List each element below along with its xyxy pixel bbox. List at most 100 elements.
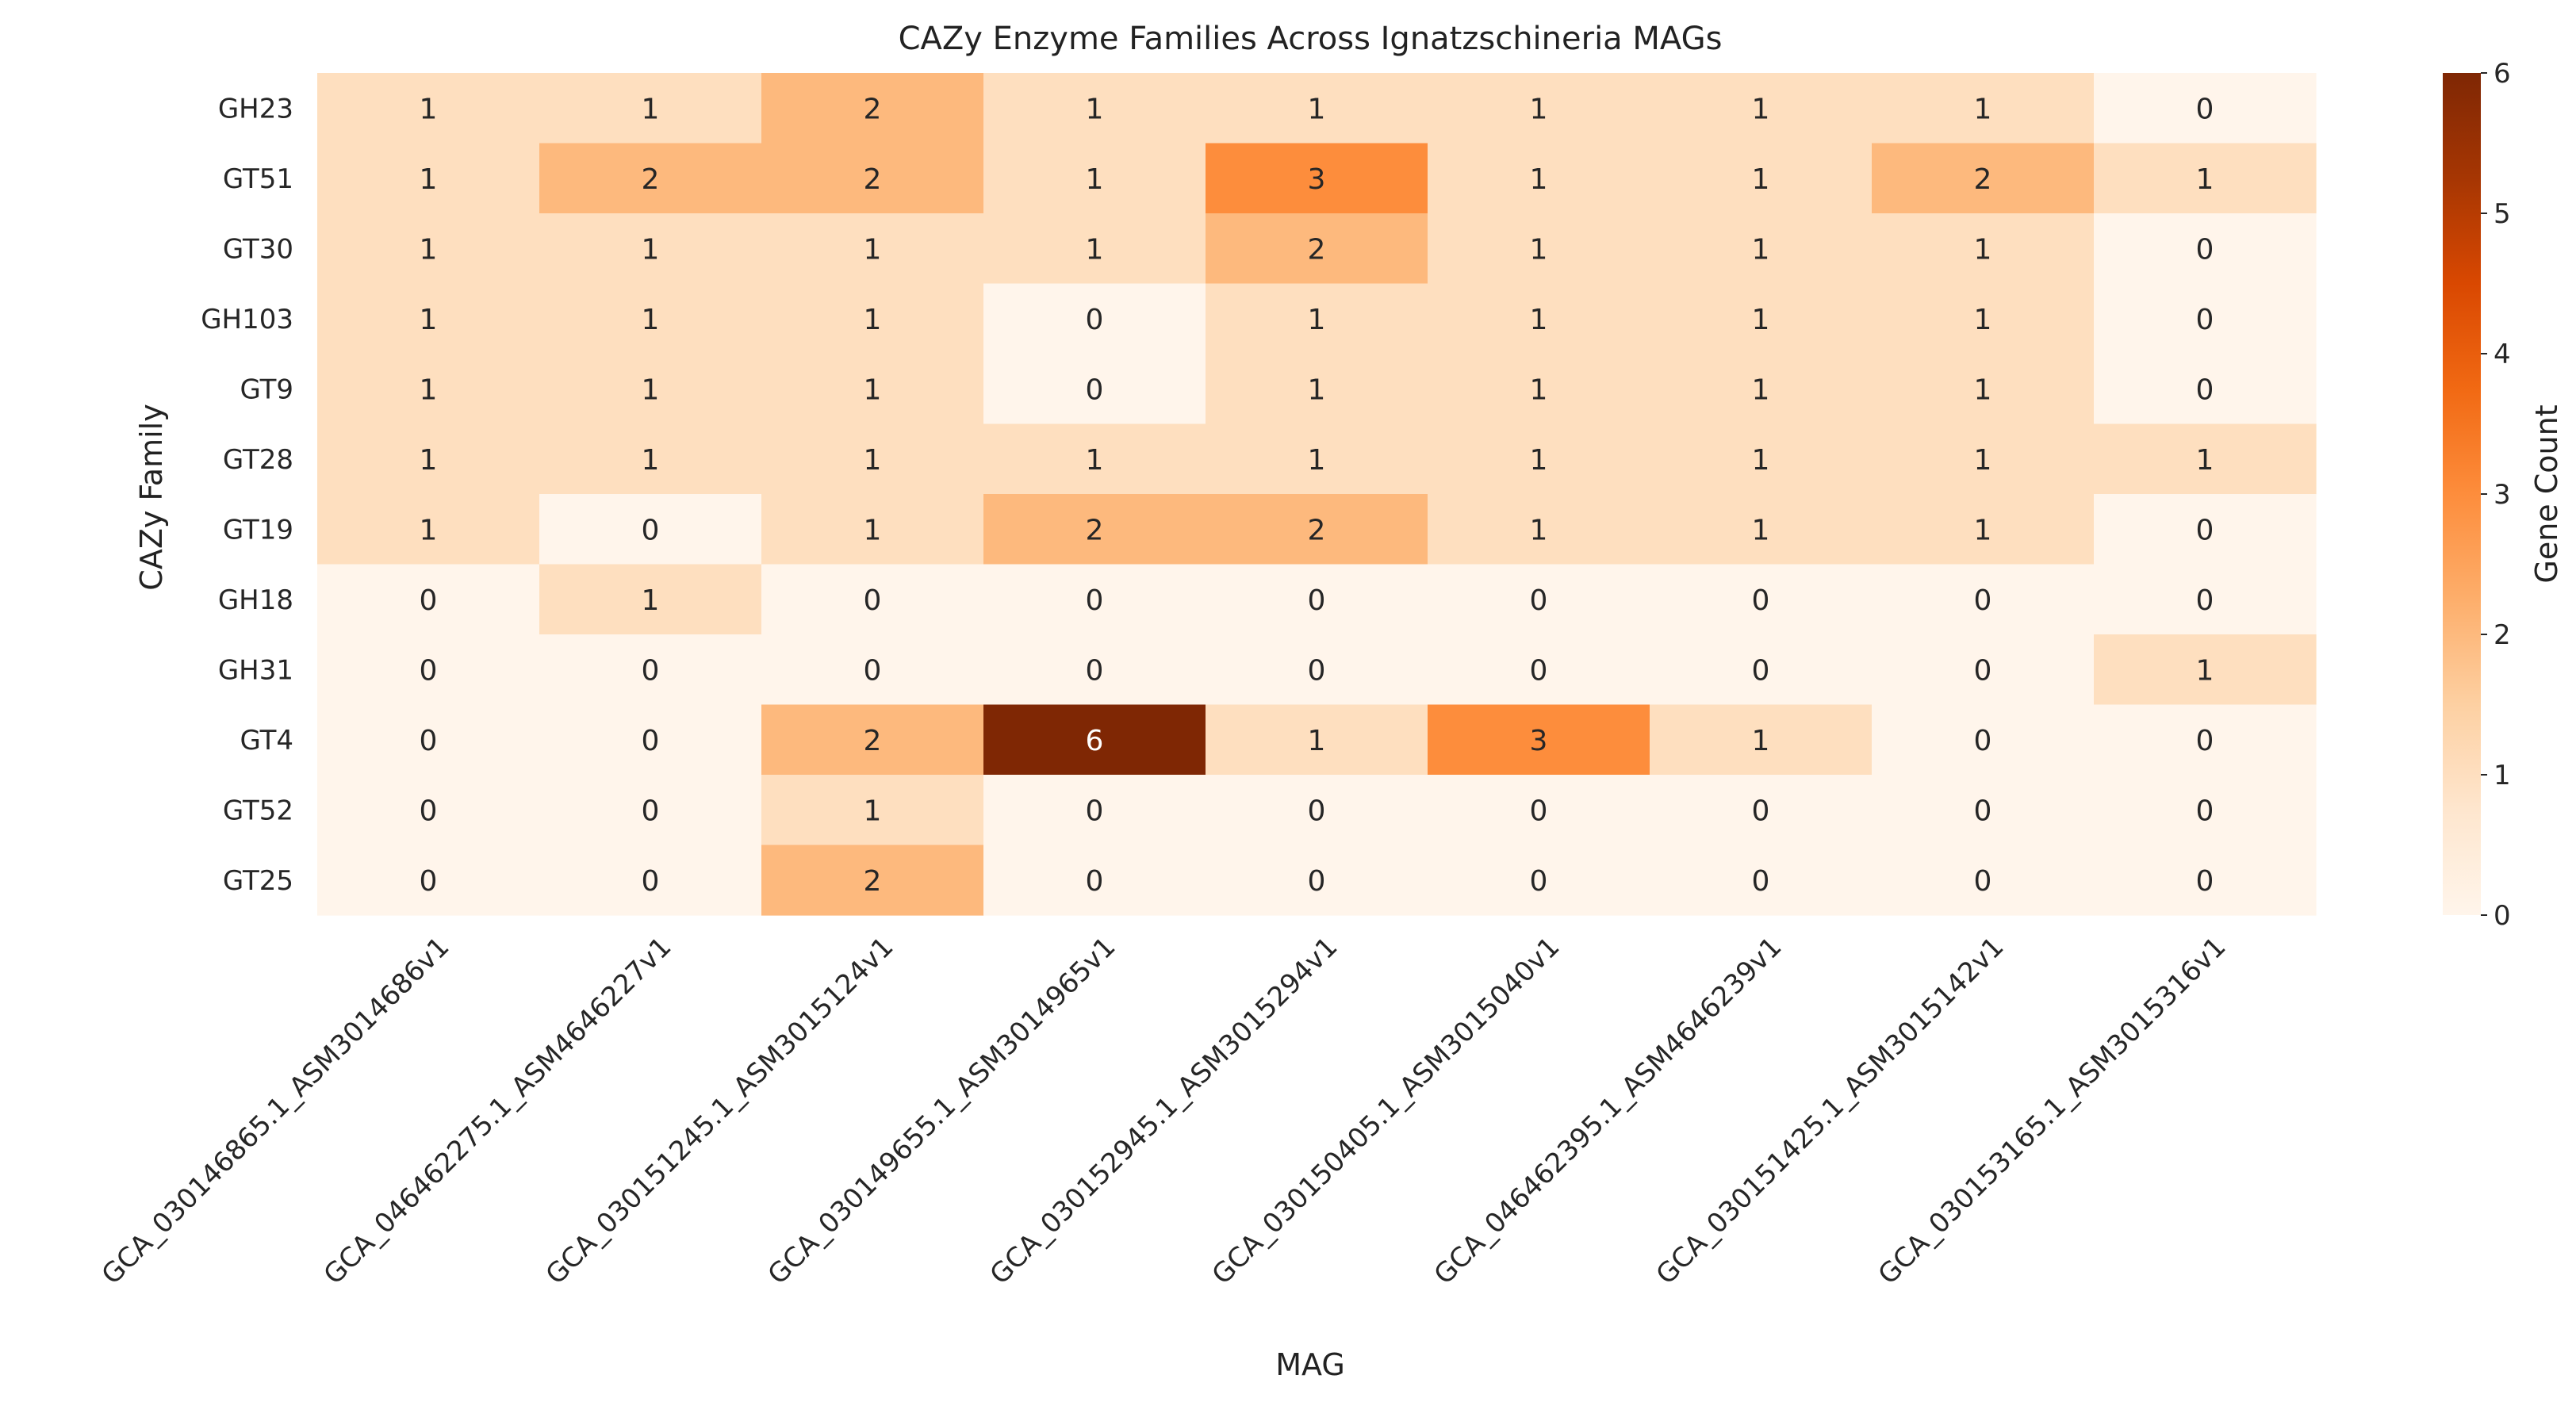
cell-value-label: 1 — [1974, 233, 1992, 266]
cell-value-label: 0 — [2196, 233, 2214, 266]
cell-value-label: 3 — [1308, 163, 1326, 196]
heatmap-cell — [1650, 423, 1873, 495]
cell-value-label: 0 — [1530, 584, 1548, 617]
heatmap-cell — [1206, 704, 1428, 776]
y-tick-label: GT9 — [240, 373, 293, 405]
heatmap-cell — [539, 143, 762, 214]
heatmap-cell — [539, 73, 762, 144]
cell-value-label: 0 — [2196, 93, 2214, 125]
heatmap-cell — [1206, 143, 1428, 214]
cell-value-label: 0 — [864, 584, 882, 617]
cell-value-label: 1 — [1530, 444, 1548, 477]
heatmap-cell — [1428, 73, 1650, 144]
cell-value-label: 1 — [1308, 444, 1326, 477]
heatmap-cell — [2094, 143, 2317, 214]
cell-value-label: 0 — [2196, 373, 2214, 406]
cell-value-label: 1 — [1530, 163, 1548, 196]
cell-value-label: 1 — [420, 514, 438, 546]
cell-value-label: 0 — [1086, 795, 1104, 827]
cell-value-label: 1 — [1974, 373, 1992, 406]
heatmap-cell — [539, 845, 762, 916]
y-tick-label: GT4 — [240, 725, 293, 757]
heatmap-cell — [1428, 143, 1650, 214]
heatmap-cell — [1428, 354, 1650, 425]
cell-value-label: 1 — [1530, 304, 1548, 336]
heatmap-cell — [983, 775, 1206, 846]
cell-value-label: 1 — [1530, 373, 1548, 406]
colorbar — [2443, 73, 2481, 915]
heatmap-cell — [1650, 73, 1873, 144]
cell-value-label: 1 — [1752, 373, 1770, 406]
cell-value-label: 0 — [420, 654, 438, 687]
cell-value-label: 2 — [864, 865, 882, 898]
heatmap-cell — [983, 704, 1206, 776]
cell-value-label: 2 — [1308, 514, 1326, 546]
y-axis-label: CAZy Family — [134, 404, 169, 590]
heatmap-cell — [2094, 213, 2317, 285]
y-tick-label: GH103 — [201, 304, 293, 335]
heatmap-cells: 1 1 2 1 1 1 1 1 0 1 2 2 1 3 1 1 2 1 1 1 1 1 2 1 1 1 0 1 1 1 0 1 1 1 1 0 1 1 1 0… — [317, 73, 2317, 916]
cell-value-label: 1 — [1752, 233, 1770, 266]
cell-value-label: 0 — [420, 584, 438, 617]
heatmap-cell — [761, 704, 984, 776]
cell-value-label: 1 — [420, 233, 438, 266]
heatmap-cell — [983, 73, 1206, 144]
heatmap-cell — [2094, 73, 2317, 144]
x-tick-label: GCA_030152945.1_ASM3015294v1 — [984, 931, 1344, 1291]
y-tick-label: GT51 — [223, 163, 293, 195]
y-tick-label: GH31 — [218, 654, 293, 686]
heatmap-cell — [761, 564, 984, 635]
cell-value-label: 1 — [2196, 444, 2214, 477]
y-tick-label: GT30 — [223, 233, 293, 265]
heatmap-cell — [539, 354, 762, 425]
cell-value-label: 1 — [420, 93, 438, 125]
heatmap-cell — [1650, 564, 1873, 635]
cell-value-label: 1 — [1974, 444, 1992, 477]
cell-value-label: 1 — [1974, 304, 1992, 336]
cell-value-label: 1 — [1752, 163, 1770, 196]
heatmap-cell — [761, 775, 984, 846]
heatmap-cell — [2094, 423, 2317, 495]
x-tick-label: GCA_046462395.1_ASM4646239v1 — [1428, 931, 1788, 1291]
heatmap-cell — [761, 845, 984, 916]
heatmap-cell — [1428, 845, 1650, 916]
cell-value-label: 2 — [1308, 233, 1326, 266]
heatmap-cell — [2094, 564, 2317, 635]
cell-value-label: 0 — [642, 654, 660, 687]
cell-value-label: 0 — [864, 654, 882, 687]
cell-value-label: 1 — [864, 233, 882, 266]
heatmap-cell — [317, 845, 540, 916]
heatmap-cell — [1428, 564, 1650, 635]
colorbar-tick-label: 3 — [2494, 479, 2511, 511]
heatmap-cell — [761, 634, 984, 706]
heatmap-cell — [1428, 775, 1650, 846]
cell-value-label: 0 — [1752, 654, 1770, 687]
cell-value-label: 0 — [1974, 725, 1992, 757]
heatmap-cell — [539, 423, 762, 495]
heatmap-cell — [317, 143, 540, 214]
colorbar-tick-label: 6 — [2494, 58, 2511, 90]
cell-value-label: 1 — [864, 444, 882, 477]
cell-value-label: 0 — [2196, 514, 2214, 546]
heatmap-cell — [1650, 845, 1873, 916]
heatmap-cell — [317, 354, 540, 425]
heatmap-cell — [539, 775, 762, 846]
colorbar-tick-label: 5 — [2494, 198, 2511, 230]
heatmap-cell — [983, 494, 1206, 565]
cell-value-label: 1 — [1974, 93, 1992, 125]
cell-value-label: 1 — [1308, 373, 1326, 406]
cell-value-label: 1 — [1530, 93, 1548, 125]
heatmap-cell — [761, 73, 984, 144]
cell-value-label: 0 — [1086, 304, 1104, 336]
heatmap-cell — [317, 73, 540, 144]
heatmap-cell — [1206, 213, 1428, 285]
heatmap-cell — [539, 634, 762, 706]
heatmap-cell — [2094, 704, 2317, 776]
y-tick-labels: GH23 GT51 GT30 GH103 GT9 GT28 GT19 GH18 GH31 GT4 G… — [201, 93, 293, 897]
cell-value-label: 1 — [1308, 304, 1326, 336]
cell-value-label: 0 — [1308, 865, 1326, 898]
heatmap-cell — [1872, 775, 2095, 846]
heatmap-cell — [1872, 354, 2095, 425]
cell-value-label: 0 — [420, 795, 438, 827]
